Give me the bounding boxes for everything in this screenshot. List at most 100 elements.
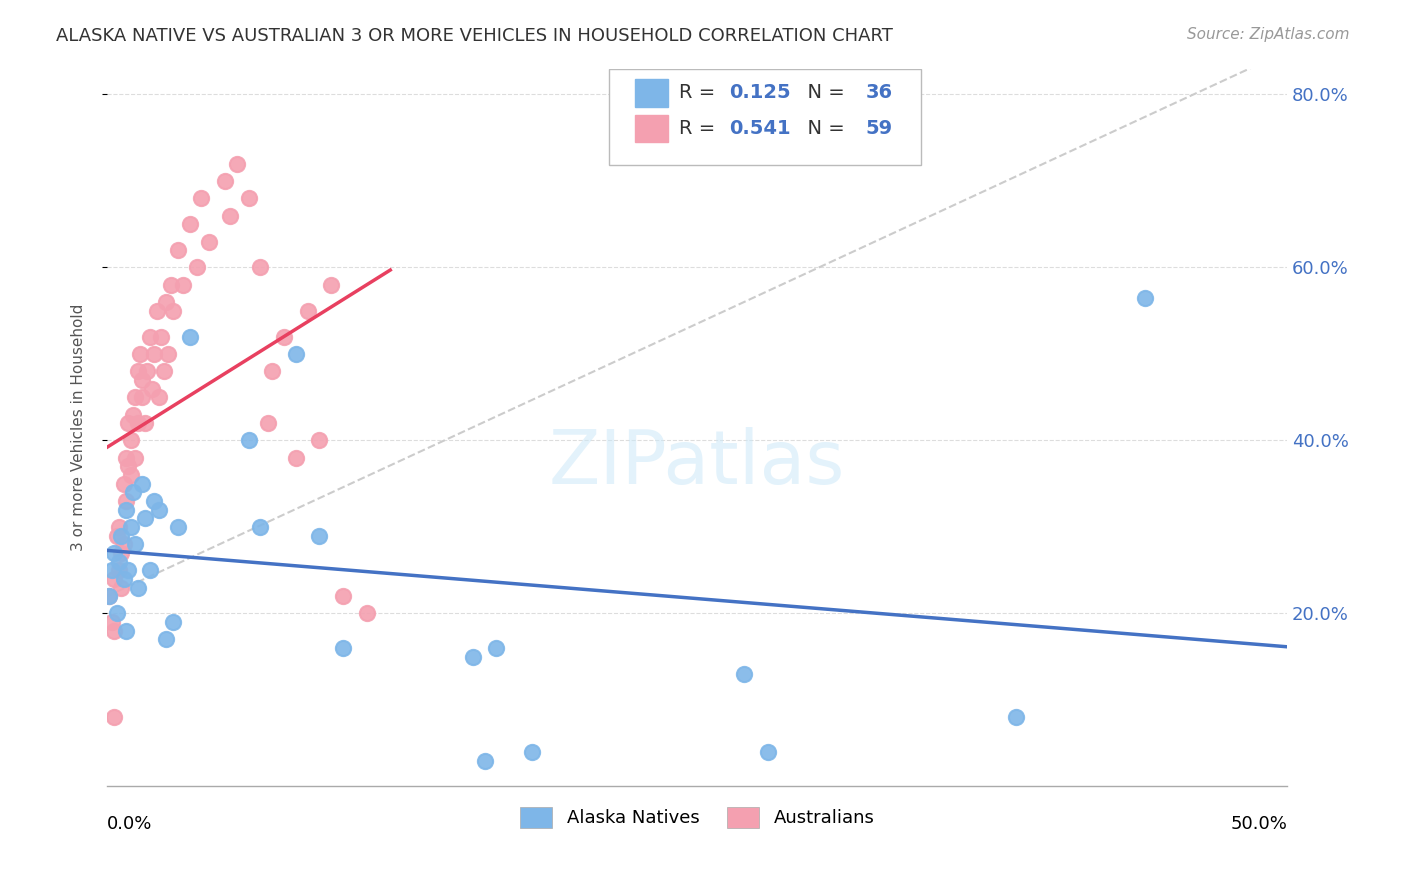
Point: [134, 511, 156, 525]
Point: [145, 303, 167, 318]
Point: [105, 528, 128, 542]
Point: [214, 174, 236, 188]
Point: [461, 649, 484, 664]
Point: [162, 303, 184, 318]
Point: [162, 615, 184, 629]
Point: [284, 450, 307, 465]
Point: [520, 745, 543, 759]
Point: [308, 528, 330, 542]
Text: ALASKA NATIVE VS AUSTRALIAN 3 OR MORE VEHICLES IN HOUSEHOLD CORRELATION CHART: ALASKA NATIVE VS AUSTRALIAN 3 OR MORE VE…: [56, 27, 893, 45]
Text: 0.125: 0.125: [728, 84, 790, 103]
Point: [1004, 710, 1026, 724]
Point: [148, 502, 170, 516]
Point: [249, 260, 271, 275]
Point: [143, 347, 166, 361]
Point: [141, 382, 163, 396]
Text: R =: R =: [679, 84, 721, 103]
Text: R =: R =: [679, 120, 721, 138]
Point: [124, 537, 146, 551]
Legend: Alaska Natives, Australians: Alaska Natives, Australians: [513, 799, 882, 835]
Point: [131, 390, 153, 404]
Point: [101, 615, 124, 629]
Point: [103, 546, 125, 560]
Point: [1135, 291, 1157, 305]
Point: [332, 641, 354, 656]
Point: [197, 235, 219, 249]
Point: [115, 450, 138, 465]
Point: [249, 520, 271, 534]
Point: [103, 572, 125, 586]
Point: [262, 364, 284, 378]
Point: [103, 624, 125, 638]
Point: [138, 329, 160, 343]
Point: [256, 416, 278, 430]
Point: [108, 555, 131, 569]
Point: [225, 156, 247, 170]
Point: [134, 416, 156, 430]
Point: [108, 563, 131, 577]
Point: [115, 494, 138, 508]
Text: 50.0%: 50.0%: [1230, 815, 1286, 833]
Point: [179, 217, 201, 231]
Point: [356, 607, 378, 621]
Point: [155, 632, 177, 647]
Point: [120, 434, 142, 448]
Text: Source: ZipAtlas.com: Source: ZipAtlas.com: [1187, 27, 1350, 42]
Point: [117, 563, 139, 577]
Point: [152, 364, 174, 378]
Point: [108, 520, 131, 534]
Point: [120, 520, 142, 534]
Point: [101, 563, 124, 577]
Point: [159, 277, 181, 292]
Point: [150, 329, 173, 343]
Point: [297, 303, 319, 318]
Text: ZIPatlas: ZIPatlas: [548, 427, 845, 500]
FancyBboxPatch shape: [634, 79, 668, 106]
Point: [122, 485, 145, 500]
Point: [122, 408, 145, 422]
Point: [117, 459, 139, 474]
Point: [131, 476, 153, 491]
Point: [127, 364, 149, 378]
Point: [190, 191, 212, 205]
Point: [238, 434, 260, 448]
Point: [103, 710, 125, 724]
Point: [756, 745, 779, 759]
Point: [124, 390, 146, 404]
Text: N =: N =: [794, 120, 851, 138]
Point: [238, 191, 260, 205]
Point: [115, 502, 138, 516]
Point: [127, 416, 149, 430]
Point: [120, 468, 142, 483]
Point: [284, 347, 307, 361]
Point: [155, 295, 177, 310]
Point: [127, 581, 149, 595]
Point: [115, 624, 138, 638]
Point: [98, 589, 121, 603]
Point: [148, 390, 170, 404]
Point: [157, 347, 180, 361]
Point: [138, 563, 160, 577]
Point: [105, 607, 128, 621]
Point: [110, 581, 132, 595]
Text: 59: 59: [866, 120, 893, 138]
Point: [474, 754, 496, 768]
FancyBboxPatch shape: [634, 115, 668, 143]
Point: [179, 329, 201, 343]
Point: [117, 416, 139, 430]
Point: [131, 373, 153, 387]
Text: 0.541: 0.541: [728, 120, 790, 138]
Text: 0.0%: 0.0%: [107, 815, 152, 833]
Point: [112, 476, 135, 491]
Point: [112, 537, 135, 551]
Point: [124, 450, 146, 465]
Point: [485, 641, 508, 656]
Point: [110, 528, 132, 542]
Point: [308, 434, 330, 448]
Point: [172, 277, 194, 292]
Point: [733, 667, 755, 681]
Point: [129, 347, 152, 361]
Point: [218, 209, 240, 223]
Point: [167, 520, 190, 534]
Point: [186, 260, 208, 275]
